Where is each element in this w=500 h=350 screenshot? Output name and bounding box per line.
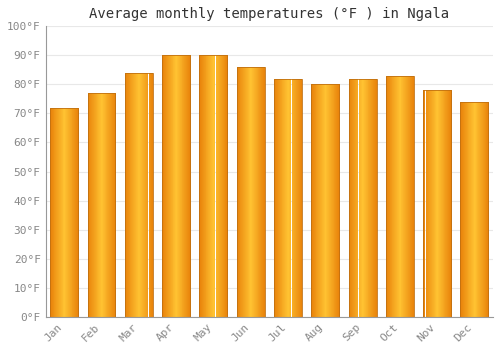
Bar [50, 108, 78, 317]
Bar [236, 67, 264, 317]
Bar [312, 84, 339, 317]
Bar [162, 55, 190, 317]
Bar [423, 90, 451, 317]
Title: Average monthly temperatures (°F ) in Ngala: Average monthly temperatures (°F ) in Ng… [89, 7, 450, 21]
Bar [386, 76, 414, 317]
Bar [274, 78, 302, 317]
Bar [348, 78, 376, 317]
Bar [88, 93, 116, 317]
Bar [125, 73, 153, 317]
Bar [200, 55, 228, 317]
Bar [460, 102, 488, 317]
